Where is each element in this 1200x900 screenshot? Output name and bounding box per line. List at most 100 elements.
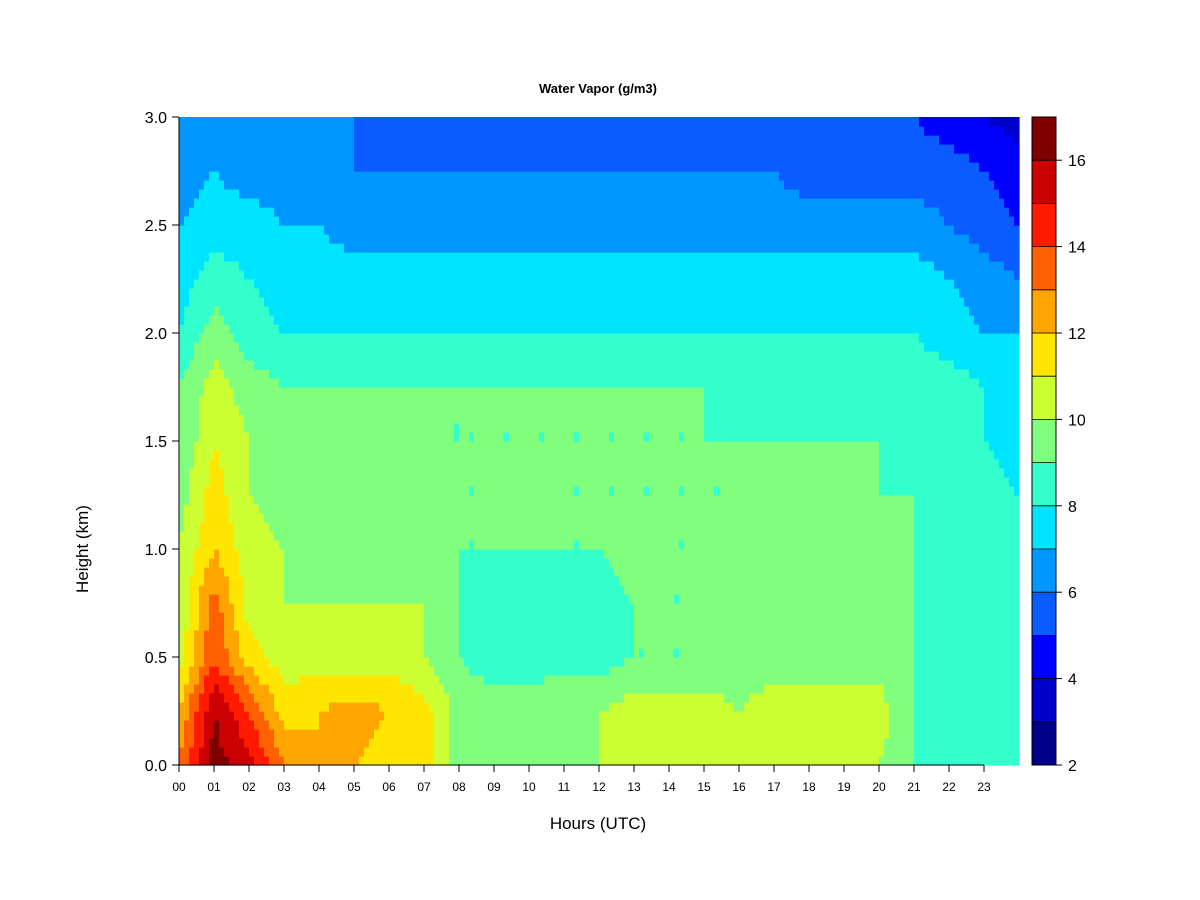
heatmap-cell [189,684,195,694]
heatmap-cell [229,135,235,145]
heatmap-cell [274,540,280,550]
heatmap-cell [509,693,515,703]
heatmap-cell [299,477,305,487]
heatmap-cell [369,621,375,631]
heatmap-cell [249,252,255,262]
heatmap-cell [379,657,385,667]
heatmap-cell [324,198,330,208]
heatmap-cell [339,504,345,514]
heatmap-cell [389,576,395,586]
heatmap-cell [429,171,435,181]
heatmap-cell [304,549,310,559]
heatmap-cell [399,648,405,658]
heatmap-cell [439,441,445,451]
heatmap-cell [434,261,440,271]
heatmap-cell [389,450,395,460]
heatmap-cell [219,720,225,730]
heatmap-cell [304,729,310,739]
heatmap-cell [299,657,305,667]
heatmap-cell [479,270,485,280]
heatmap-cell [199,126,205,136]
heatmap-cell [269,405,275,415]
heatmap-cell [309,468,315,478]
heatmap-cell [289,396,295,406]
heatmap-cell [389,333,395,343]
heatmap-cell [209,639,215,649]
heatmap-cell [249,567,255,577]
heatmap-cell [269,513,275,523]
heatmap-cell [349,117,355,127]
heatmap-cell [184,522,190,532]
heatmap-cell [419,243,425,253]
heatmap-cell [414,207,420,217]
heatmap-cell [494,351,500,361]
heatmap-cell [359,432,365,442]
heatmap-cell [239,333,245,343]
heatmap-cell [489,729,495,739]
heatmap-cell [259,243,265,253]
heatmap-cell [189,342,195,352]
heatmap-cell [444,297,450,307]
heatmap-cell [374,198,380,208]
heatmap-cell [474,576,480,586]
heatmap-cell [224,279,230,289]
heatmap-cell [354,504,360,514]
heatmap-cell [339,423,345,433]
heatmap-cell [404,486,410,496]
heatmap-cell [369,522,375,532]
heatmap-cell [299,684,305,694]
heatmap-cell [324,477,330,487]
heatmap-cell [489,666,495,676]
heatmap-cell [254,405,260,415]
heatmap-cell [464,405,470,415]
heatmap-cell [329,711,335,721]
heatmap-cell [419,315,425,325]
heatmap-cell [204,189,210,199]
heatmap-cell [344,270,350,280]
heatmap-cell [524,639,530,649]
heatmap-cell [354,612,360,622]
heatmap-cell [229,567,235,577]
heatmap-cell [349,180,355,190]
heatmap-cell [344,720,350,730]
heatmap-cell [249,423,255,433]
heatmap-cell [209,162,215,172]
heatmap-cell [294,729,300,739]
heatmap-cell [484,612,490,622]
heatmap-cell [179,378,185,388]
heatmap-cell [459,441,465,451]
heatmap-cell [389,756,395,766]
heatmap-cell [274,468,280,478]
heatmap-cell [349,414,355,424]
heatmap-cell [264,216,270,226]
heatmap-cell [214,729,220,739]
heatmap-cell [284,252,290,262]
heatmap-cell [369,540,375,550]
heatmap-cell [514,540,520,550]
heatmap-cell [294,693,300,703]
heatmap-cell [519,558,525,568]
heatmap-cell [234,423,240,433]
heatmap-cell [349,387,355,397]
heatmap-cell [364,513,370,523]
heatmap-cell [379,288,385,298]
heatmap-cell [299,603,305,613]
heatmap-cell [369,639,375,649]
heatmap-cell [334,342,340,352]
heatmap-cell [369,756,375,766]
heatmap-cell [224,198,230,208]
heatmap-cell [214,738,220,748]
heatmap-cell [304,414,310,424]
heatmap-cell [254,162,260,172]
heatmap-cell [319,144,325,154]
heatmap-cell [264,279,270,289]
heatmap-cell [189,369,195,379]
heatmap-cell [329,153,335,163]
heatmap-cell [409,468,415,478]
heatmap-cell [469,189,475,199]
heatmap-cell [294,513,300,523]
heatmap-cell [299,207,305,217]
heatmap-cell [274,549,280,559]
heatmap-cell [474,702,480,712]
heatmap-cell [399,189,405,199]
